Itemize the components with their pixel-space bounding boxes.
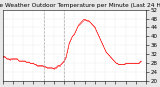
Title: Milwaukee Weather Outdoor Temperature per Minute (Last 24 Hours): Milwaukee Weather Outdoor Temperature pe… bbox=[0, 3, 160, 8]
